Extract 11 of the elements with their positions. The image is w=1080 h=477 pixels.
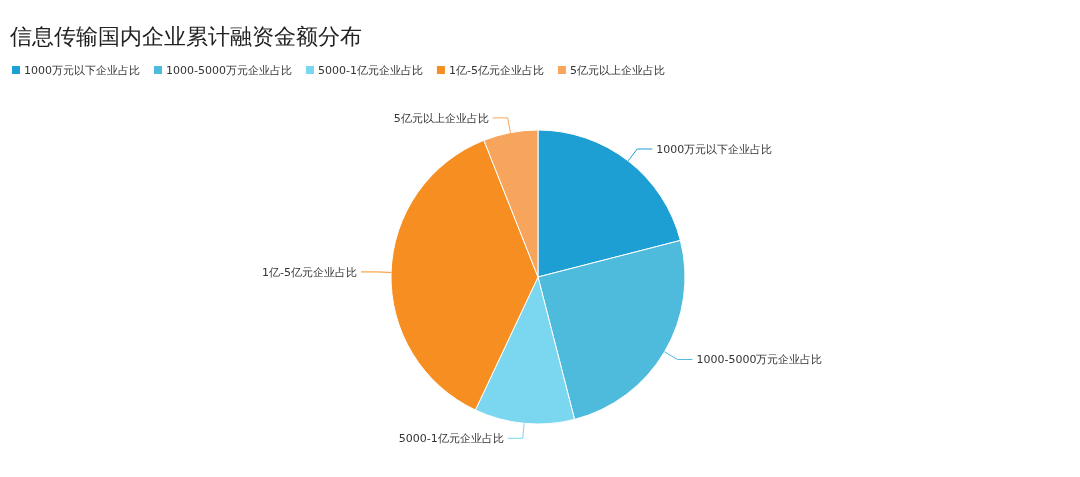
slice-label: 5亿元以上企业占比 — [393, 111, 489, 125]
chart-title: 信息传输国内企业累计融资金额分布 — [10, 24, 362, 49]
legend-label: 1000-5000万元企业占比 — [166, 64, 292, 77]
legend-label: 1000万元以下企业占比 — [24, 64, 140, 77]
slice-label: 1000-5000万元企业占比 — [696, 353, 823, 367]
legend-label: 5亿元以上企业占比 — [569, 64, 665, 77]
legend-label: 5000-1亿元企业占比 — [317, 64, 423, 77]
slice-label: 1000万元以下企业占比 — [656, 142, 773, 156]
legend-label: 1亿-5亿元企业占比 — [448, 64, 544, 77]
slice-label: 1亿-5亿元企业占比 — [262, 265, 358, 279]
slice-label: 5000-1亿元企业占比 — [398, 432, 504, 446]
